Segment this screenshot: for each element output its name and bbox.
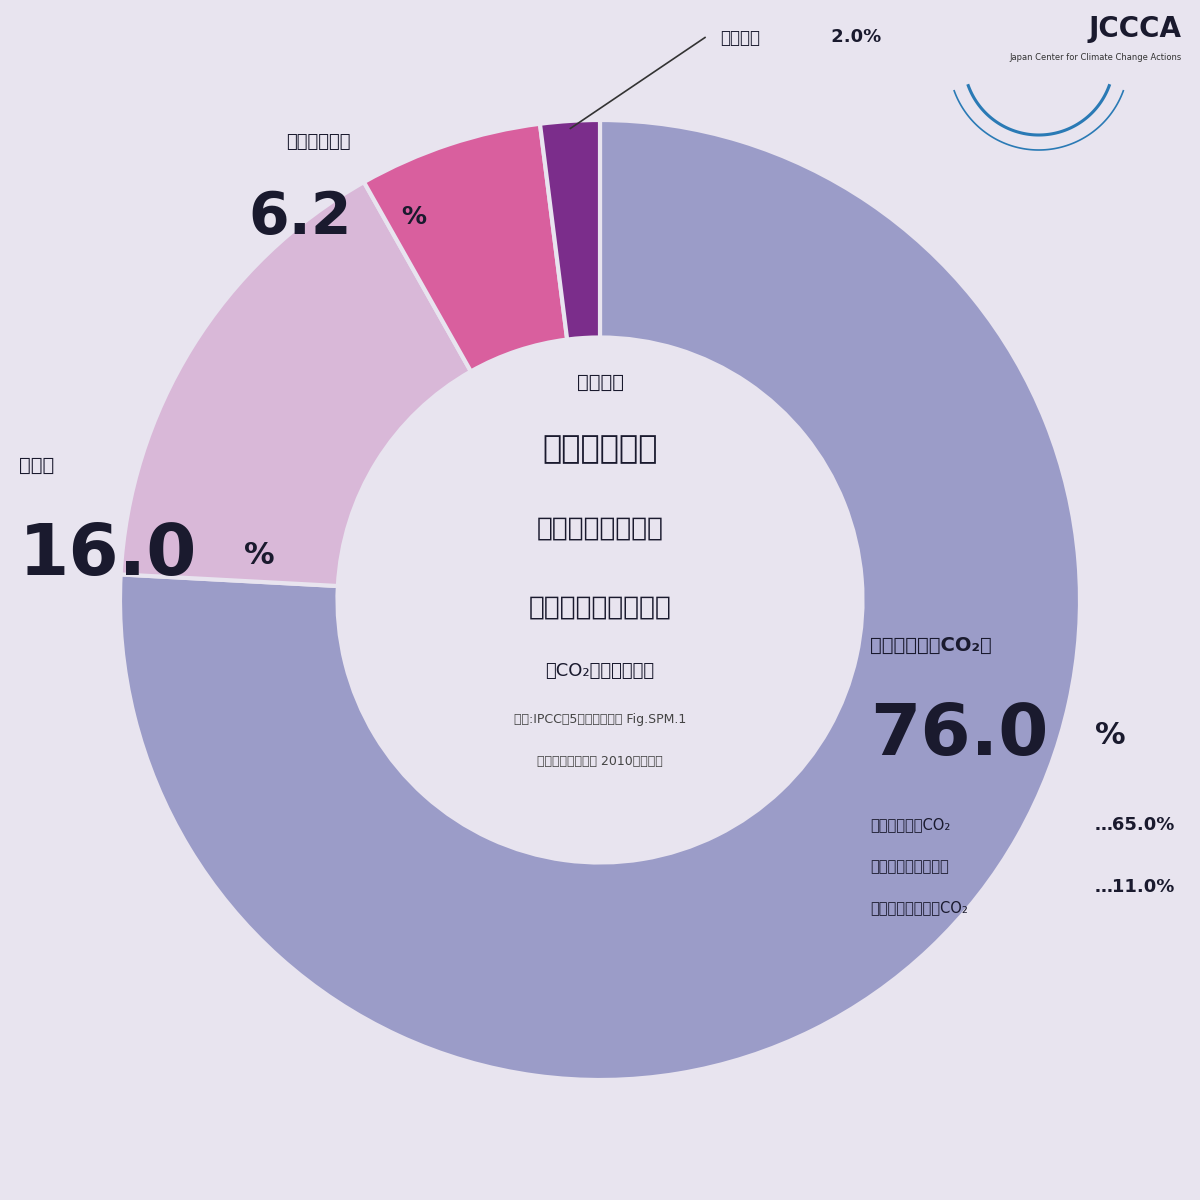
Text: 各種ガスの排出量 2010年の割合: 各種ガスの排出量 2010年の割合 — [538, 755, 662, 768]
Wedge shape — [121, 182, 470, 586]
Text: 二酸化炭素（CO₂）: 二酸化炭素（CO₂） — [870, 636, 991, 654]
Text: 一酸化二窒素: 一酸化二窒素 — [287, 133, 352, 151]
Text: %: % — [401, 205, 426, 229]
Text: 76.0: 76.0 — [870, 701, 1049, 769]
Text: …65.0%: …65.0% — [1096, 816, 1175, 834]
Text: 温室効果ガス: 温室効果ガス — [542, 434, 658, 466]
Circle shape — [337, 337, 863, 863]
Text: %: % — [1096, 720, 1126, 750]
Wedge shape — [364, 124, 568, 372]
Text: メタン: メタン — [19, 456, 54, 474]
Text: 化石燃料起源CO₂: 化石燃料起源CO₂ — [870, 817, 950, 833]
Text: Japan Center for Climate Change Actions: Japan Center for Climate Change Actions — [1009, 53, 1181, 61]
Text: 16.0: 16.0 — [19, 521, 197, 589]
Text: 森林破壊や森林劣化: 森林破壊や森林劣化 — [870, 859, 949, 874]
Text: 総排出量に占める: 総排出量に占める — [536, 516, 664, 541]
Text: %: % — [244, 540, 275, 570]
Text: 2.0%: 2.0% — [826, 29, 881, 47]
Wedge shape — [540, 120, 600, 340]
Text: フロン類: フロン類 — [720, 29, 760, 47]
Text: 出典:IPCC第5次評価報告書 Fig.SPM.1: 出典:IPCC第5次評価報告書 Fig.SPM.1 — [514, 714, 686, 726]
Text: 6.2: 6.2 — [248, 188, 352, 246]
Text: 山火事などによるCO₂: 山火事などによるCO₂ — [870, 900, 968, 914]
Text: （CO₂換算ベース）: （CO₂換算ベース） — [546, 662, 654, 680]
Text: …11.0%: …11.0% — [1096, 878, 1175, 896]
Text: ガス別排出量の内訳: ガス別排出量の内訳 — [528, 594, 672, 620]
Wedge shape — [120, 120, 1080, 1080]
Text: 人為起源: 人為起源 — [576, 373, 624, 392]
Text: JCCCA: JCCCA — [1088, 14, 1181, 43]
